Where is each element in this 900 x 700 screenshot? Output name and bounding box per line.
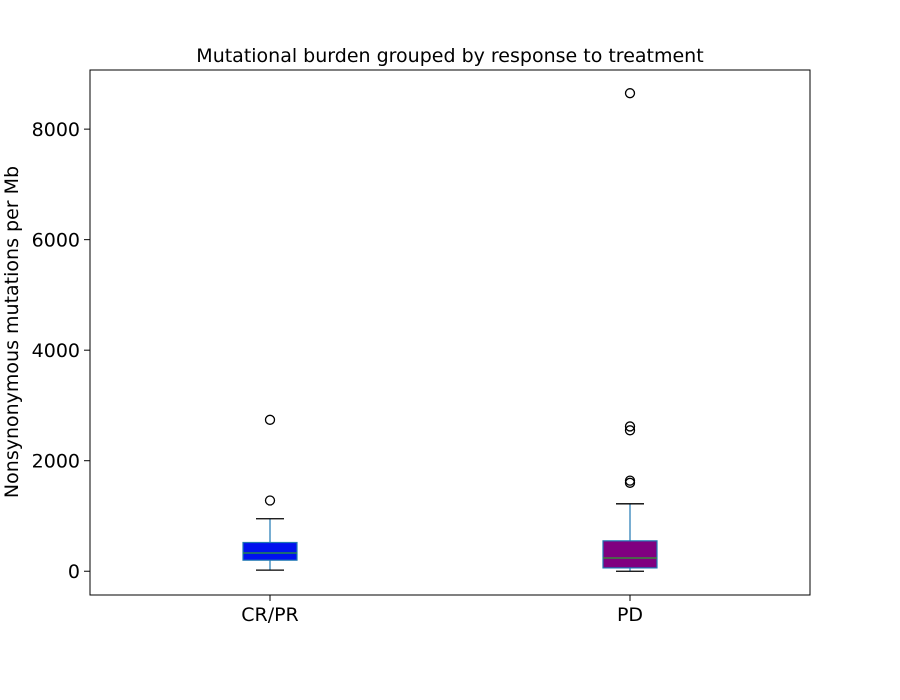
box xyxy=(602,540,658,569)
outlier-point xyxy=(624,425,636,436)
x-tick-label: CR/PR xyxy=(241,604,299,626)
y-tick-label: 8000 xyxy=(32,119,80,141)
chart-title: Mutational burden grouped by response to… xyxy=(196,45,703,67)
outlier-point xyxy=(264,495,276,506)
outlier-point xyxy=(624,421,636,432)
box xyxy=(242,541,298,561)
y-axis: 0 2000 4000 6000 8000 xyxy=(32,119,90,583)
outlier-point xyxy=(624,88,636,99)
y-tick-label: 2000 xyxy=(32,451,80,473)
plot-area xyxy=(89,69,811,596)
y-tick-label: 0 xyxy=(68,561,80,583)
outlier-point xyxy=(624,477,636,488)
x-axis: CR/PR PD xyxy=(241,595,643,626)
box-group-1 xyxy=(602,88,658,572)
plot-frame xyxy=(89,69,811,596)
x-tick-label: PD xyxy=(617,604,643,626)
outlier-point xyxy=(624,475,636,486)
box-group-0 xyxy=(242,414,298,571)
y-axis-label: Nonsynonymous mutations per Mb xyxy=(1,166,23,498)
outlier-point xyxy=(264,414,276,425)
y-tick-label: 6000 xyxy=(32,230,80,252)
y-tick-label: 4000 xyxy=(32,340,80,362)
